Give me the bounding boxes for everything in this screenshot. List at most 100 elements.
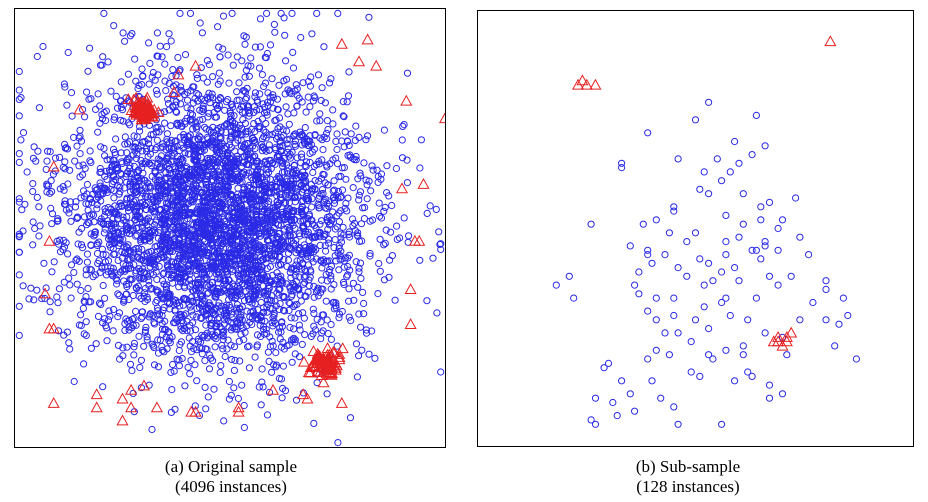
normal-point: [112, 164, 120, 173]
normal-point: [652, 316, 660, 324]
normal-point: [236, 105, 244, 114]
normal-point: [330, 281, 338, 289]
normal-point: [198, 350, 206, 358]
normal-point: [157, 166, 165, 174]
normal-point: [161, 219, 169, 227]
anomaly-point: [116, 392, 129, 404]
normal-point: [700, 281, 708, 289]
normal-point: [241, 328, 249, 336]
normal-point: [331, 225, 339, 233]
normal-point: [115, 190, 123, 198]
normal-point: [107, 232, 115, 240]
normal-point: [211, 343, 219, 351]
normal-point: [739, 190, 747, 198]
normal-point: [316, 241, 324, 249]
normal-point: [234, 394, 242, 403]
normal-point: [264, 200, 272, 208]
normal-point: [731, 137, 739, 146]
normal-point: [338, 186, 347, 194]
normal-point: [55, 240, 63, 248]
normal-point: [234, 124, 242, 132]
normal-point: [241, 73, 249, 81]
normal-point: [765, 272, 774, 280]
normal-point: [163, 155, 171, 163]
normal-point: [226, 198, 235, 206]
normal-point: [186, 370, 194, 378]
normal-point: [15, 150, 23, 158]
normal-point: [363, 195, 371, 203]
normal-point: [169, 360, 177, 369]
normal-point: [82, 271, 90, 279]
normal-point: [251, 144, 259, 153]
normal-point: [126, 182, 134, 191]
normal-point: [265, 388, 274, 396]
normal-point: [215, 43, 223, 51]
anomaly-point: [90, 401, 103, 413]
normal-point: [718, 177, 726, 185]
normal-point: [631, 281, 639, 289]
normal-point: [97, 197, 105, 205]
anomaly-point: [400, 94, 413, 106]
normal-point: [356, 188, 365, 196]
normal-point: [178, 240, 186, 248]
normal-point: [765, 198, 774, 206]
normal-point: [167, 174, 175, 182]
normal-point: [102, 322, 110, 330]
normal-point: [64, 180, 72, 188]
normal-point: [38, 295, 46, 303]
normal-point: [191, 234, 199, 242]
normal-point: [65, 205, 73, 213]
normal-point: [289, 336, 297, 344]
normal-point: [196, 205, 204, 213]
normal-point: [254, 173, 262, 181]
normal-point: [152, 86, 160, 95]
normal-point: [648, 259, 656, 267]
normal-point: [193, 313, 201, 321]
normal-point: [362, 326, 370, 334]
normal-point: [145, 234, 153, 242]
normal-point: [293, 246, 302, 254]
normal-point: [103, 156, 111, 164]
normal-point: [89, 211, 98, 219]
normal-point: [700, 168, 708, 176]
normal-point: [238, 162, 246, 170]
normal-point: [156, 42, 164, 50]
normal-point: [393, 235, 401, 243]
normal-point: [665, 229, 673, 237]
normal-point: [87, 241, 95, 249]
normal-point: [618, 377, 626, 385]
normal-point: [219, 198, 227, 206]
normal-point: [251, 89, 260, 97]
normal-point: [416, 256, 424, 264]
normal-point: [644, 251, 652, 259]
normal-point: [175, 283, 183, 291]
normal-point: [327, 275, 335, 283]
normal-point: [154, 181, 162, 189]
normal-point: [123, 225, 131, 233]
normal-point: [173, 258, 181, 266]
normal-point: [373, 166, 381, 174]
normal-point: [141, 232, 149, 240]
normal-point: [122, 172, 130, 181]
normal-point: [392, 164, 400, 173]
normal-point: [381, 203, 389, 211]
normal-point: [335, 241, 343, 250]
normal-point: [317, 190, 325, 198]
normal-point: [123, 196, 131, 204]
normal-point: [203, 78, 211, 86]
normal-point: [265, 141, 273, 149]
normal-point: [591, 394, 600, 402]
normal-point: [137, 356, 146, 364]
normal-point: [66, 281, 74, 289]
normal-point: [377, 214, 386, 222]
normal-point: [173, 119, 181, 127]
normal-point: [320, 256, 328, 264]
normal-point: [199, 74, 207, 82]
normal-point: [271, 251, 279, 259]
normal-point: [376, 235, 384, 243]
normal-point: [203, 345, 211, 353]
anomaly-point: [297, 355, 311, 367]
normal-point: [256, 43, 264, 51]
normal-point: [104, 316, 113, 324]
normal-point: [283, 136, 291, 144]
